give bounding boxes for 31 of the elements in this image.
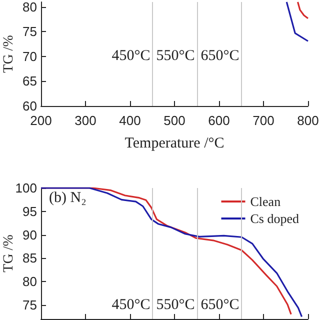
y-tick-label: 65 [22, 74, 37, 89]
y-tick-label: 60 [22, 98, 37, 114]
y-tick-label: 85 [22, 250, 37, 266]
x-axis-title: Temperature /°C [124, 136, 224, 152]
x-tick-label: 400 [119, 113, 141, 128]
ref-line-label: 550°C [156, 48, 195, 64]
y-tick-label: 75 [22, 297, 37, 312]
ref-line-label: 550°C [156, 297, 195, 313]
annotation: (b) N₂ [49, 190, 86, 206]
line-series [296, 1, 309, 20]
y-tick-label: 80 [22, 0, 37, 14]
y-axis-title: TG /% [2, 34, 16, 73]
x-tick-label: 200 [30, 113, 52, 128]
x-tick-label: 600 [208, 113, 230, 128]
x-tick-label: 300 [74, 113, 96, 128]
y-tick-label: 70 [22, 48, 37, 64]
ref-line-label: 450°C [112, 297, 150, 313]
ref-line-label: 650°C [200, 297, 240, 313]
legend-label: Clean [250, 194, 282, 209]
y-tick-label: 75 [22, 24, 37, 40]
y-tick-label: 95 [22, 204, 37, 219]
y-axis-title: TG /% [2, 234, 16, 272]
legend-label: Cs doped [250, 211, 300, 226]
x-tick-label: 500 [164, 113, 186, 128]
x-tick-label: 700 [252, 113, 274, 128]
ref-line-label: 650°C [200, 48, 240, 64]
y-tick-label: 80 [22, 274, 37, 290]
x-tick-label: 800 [297, 113, 319, 128]
y-tick-label: 90 [22, 227, 37, 242]
ref-line-label: 450°C [112, 48, 150, 64]
y-tick-label: 100 [15, 180, 37, 196]
